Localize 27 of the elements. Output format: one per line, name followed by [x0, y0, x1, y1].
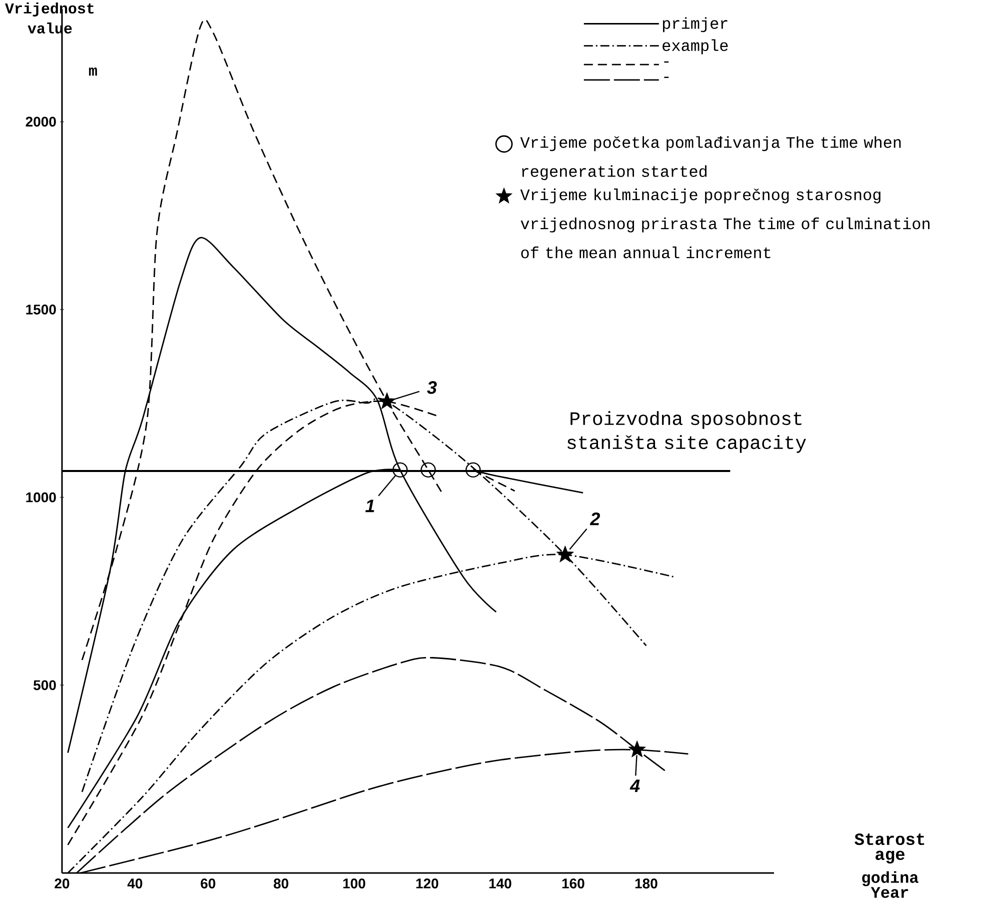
x-tick-label: 100 — [343, 878, 366, 888]
legend-label: example — [662, 39, 728, 54]
y-tick-label: 2000 — [26, 116, 56, 127]
legend-label: primjer — [662, 17, 728, 32]
y-tick-label: 1000 — [26, 492, 56, 502]
annotation: 4 — [630, 780, 640, 792]
x-tick-label: 80 — [274, 878, 288, 888]
annotation: 1 — [365, 500, 374, 512]
legend-label: Vrijeme kulminacije poprečnog starosnog vrijednosnog prirasta The time of culmination of the mean annual increment — [520, 188, 930, 258]
annotation: m — [89, 68, 97, 76]
y-tick-label: 1500 — [26, 304, 56, 314]
legend-label: - — [664, 61, 669, 63]
annotation: 3 — [427, 381, 437, 394]
x-tick-label: 180 — [635, 878, 658, 888]
x-tick-label: 140 — [489, 878, 512, 888]
legend-label: Vrijeme početka pomlađivanja The time when regeneration started — [520, 136, 901, 180]
y-tick-label: 500 — [34, 680, 56, 690]
legend-label: - — [664, 76, 669, 78]
x-tick-label: 40 — [127, 878, 142, 888]
x-tick-label: 160 — [562, 878, 584, 888]
x-tick-label: 120 — [416, 878, 438, 888]
text: godina Year — [862, 871, 918, 898]
x-tick-label: 20 — [54, 878, 70, 888]
annotation: 2 — [590, 512, 600, 526]
ref-line-label: Proizvodna sposobnost staništa site capacity — [568, 411, 806, 453]
x-tick-label: 60 — [200, 878, 216, 888]
x-axis-title: Starost age — [854, 833, 924, 864]
